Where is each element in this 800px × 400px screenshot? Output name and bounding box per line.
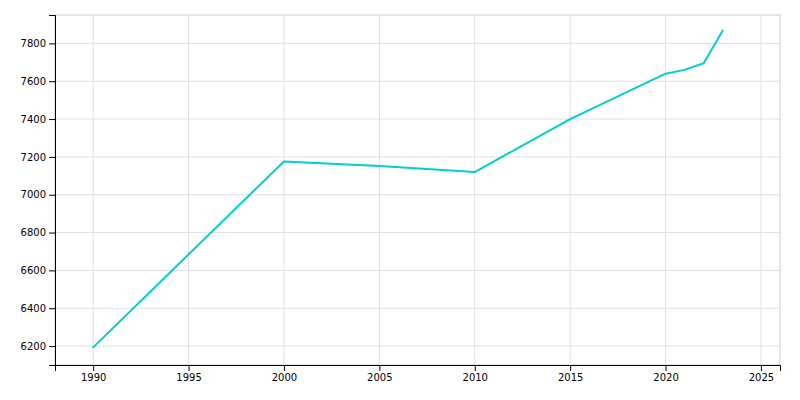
y-tick-label: 7600 — [21, 76, 46, 87]
x-tick-mark — [666, 365, 667, 371]
y-grid-line — [55, 81, 780, 82]
y-tick-label: 6400 — [21, 303, 46, 314]
x-tick-mark — [379, 365, 380, 371]
series-line — [93, 31, 723, 348]
y-tick: 6800 — [21, 227, 55, 238]
y-tick: 6600 — [21, 265, 55, 276]
x-grid-line — [379, 15, 380, 365]
x-tick-mark — [284, 365, 285, 371]
x-tick: 2005 — [367, 365, 392, 383]
y-tick-label: 6200 — [21, 341, 46, 352]
y-tick: 7200 — [21, 152, 55, 163]
x-grid-line — [93, 15, 94, 365]
x-tick-label: 2025 — [749, 372, 774, 383]
y-tick-mark — [49, 270, 55, 271]
plot-frame — [55, 15, 780, 365]
y-tick-mark — [49, 157, 55, 158]
plot-area: 1990 1995 2000 2005 2010 2015 2020 2025 6200 6400… — [21, 15, 781, 383]
y-axis: 6200 6400 6600 6800 7000 7200 7400 7600 7800 — [21, 16, 56, 366]
y-tick: 6400 — [21, 303, 55, 314]
x-grid-line — [570, 15, 571, 365]
x-tick: 2020 — [653, 365, 678, 383]
x-tick-label: 1995 — [176, 372, 201, 383]
y-tick-mark — [49, 43, 55, 44]
y-tick-mark — [49, 81, 55, 82]
x-tick-label: 2020 — [653, 372, 678, 383]
x-tick-label: 2010 — [463, 372, 488, 383]
y-tick: 7600 — [21, 76, 55, 87]
y-tick-label: 6600 — [21, 265, 46, 276]
y-grid-line — [55, 232, 780, 233]
x-tick-mark — [761, 365, 762, 371]
y-grid-line — [55, 119, 780, 120]
y-grid-line — [55, 194, 780, 195]
y-tick-label: 7400 — [21, 114, 46, 125]
y-grid-line — [55, 346, 780, 347]
y-tick-label: 7800 — [21, 38, 46, 49]
y-tick-label: 6800 — [21, 227, 46, 238]
y-tick-mark — [49, 233, 55, 234]
x-tick: 2000 — [272, 365, 297, 383]
x-tick-mark — [570, 365, 571, 371]
y-axis-line — [49, 16, 56, 366]
y-tick: 7800 — [21, 38, 55, 49]
y-grid-line — [55, 43, 780, 44]
series-group — [93, 31, 723, 348]
x-axis-line — [56, 366, 781, 372]
y-tick-mark — [49, 346, 55, 347]
y-grid-line — [55, 156, 780, 157]
x-tick-mark — [189, 365, 190, 371]
y-tick-mark — [49, 195, 55, 196]
y-tick: 6200 — [21, 341, 55, 352]
x-tick-label: 2000 — [272, 372, 297, 383]
x-grid-line — [474, 15, 475, 365]
x-tick-mark — [93, 365, 94, 371]
y-tick-label: 7000 — [21, 189, 46, 200]
x-tick-label: 2015 — [558, 372, 583, 383]
x-grid-line — [760, 15, 761, 365]
y-tick-label: 7200 — [21, 152, 46, 163]
x-grid-line — [665, 15, 666, 365]
x-grid-line — [188, 15, 189, 365]
x-tick: 2010 — [463, 365, 488, 383]
grid — [55, 15, 780, 365]
x-tick-mark — [475, 365, 476, 371]
x-tick: 1995 — [176, 365, 201, 383]
x-grid-line — [283, 15, 284, 365]
x-tick-label: 1990 — [81, 372, 106, 383]
x-tick: 2025 — [749, 365, 774, 383]
x-tick-label: 2005 — [367, 372, 392, 383]
y-grid-line — [55, 308, 780, 309]
x-axis: 1990 1995 2000 2005 2010 2015 2020 2025 — [56, 365, 781, 383]
x-tick: 2015 — [558, 365, 583, 383]
y-tick: 7000 — [21, 189, 55, 200]
y-tick-mark — [49, 119, 55, 120]
y-tick: 7400 — [21, 114, 55, 125]
chart-svg: 1990 1995 2000 2005 2010 2015 2020 2025 6200 6400… — [0, 0, 800, 400]
y-grid-line — [55, 270, 780, 271]
y-tick-mark — [49, 308, 55, 309]
x-tick: 1990 — [81, 365, 106, 383]
chart-container: 1990 1995 2000 2005 2010 2015 2020 2025 6200 6400… — [0, 0, 800, 400]
